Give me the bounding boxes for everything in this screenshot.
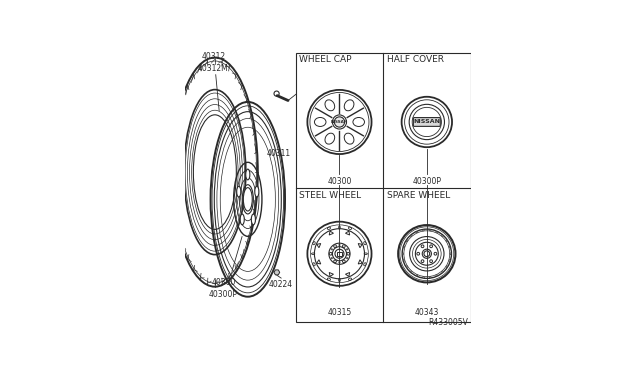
Ellipse shape xyxy=(446,240,447,242)
Ellipse shape xyxy=(429,230,431,231)
Ellipse shape xyxy=(422,277,424,278)
Ellipse shape xyxy=(449,260,451,261)
Ellipse shape xyxy=(410,271,412,272)
Ellipse shape xyxy=(434,252,436,255)
Ellipse shape xyxy=(449,246,451,248)
Ellipse shape xyxy=(406,240,408,242)
Text: HALF COVER: HALF COVER xyxy=(387,55,444,64)
Ellipse shape xyxy=(450,253,451,254)
Ellipse shape xyxy=(424,251,429,257)
Ellipse shape xyxy=(403,260,404,261)
Ellipse shape xyxy=(347,252,349,255)
Text: SPARE WHEEL: SPARE WHEEL xyxy=(387,191,450,200)
Text: 40300: 40300 xyxy=(327,177,351,186)
Ellipse shape xyxy=(410,235,412,237)
FancyBboxPatch shape xyxy=(337,251,342,256)
Text: 40343: 40343 xyxy=(415,308,439,317)
Ellipse shape xyxy=(442,271,443,272)
Ellipse shape xyxy=(335,249,344,258)
Ellipse shape xyxy=(240,214,244,225)
Text: NISSAN: NISSAN xyxy=(331,120,348,124)
Ellipse shape xyxy=(346,249,348,250)
Text: 40312
40312M: 40312 40312M xyxy=(198,52,228,73)
Text: 40224: 40224 xyxy=(268,280,292,289)
Ellipse shape xyxy=(436,275,438,276)
FancyBboxPatch shape xyxy=(413,118,440,126)
Bar xyxy=(296,53,470,323)
Ellipse shape xyxy=(342,260,345,263)
Text: WHEEL CAP: WHEEL CAP xyxy=(300,55,352,64)
Ellipse shape xyxy=(339,244,340,246)
Ellipse shape xyxy=(446,266,447,267)
Ellipse shape xyxy=(417,252,420,255)
Ellipse shape xyxy=(255,186,259,197)
Ellipse shape xyxy=(403,253,404,254)
Text: 40300P: 40300P xyxy=(412,177,442,186)
Ellipse shape xyxy=(339,262,340,263)
Text: 40315: 40315 xyxy=(327,308,351,317)
Ellipse shape xyxy=(421,260,424,263)
Polygon shape xyxy=(274,270,280,275)
Ellipse shape xyxy=(246,169,250,180)
Text: 40300
40300P: 40300 40300P xyxy=(209,278,238,299)
Ellipse shape xyxy=(237,186,241,197)
Ellipse shape xyxy=(334,117,344,127)
Ellipse shape xyxy=(429,245,433,248)
Ellipse shape xyxy=(442,235,443,237)
Ellipse shape xyxy=(243,187,252,211)
Ellipse shape xyxy=(274,91,279,96)
Ellipse shape xyxy=(422,230,424,231)
Ellipse shape xyxy=(429,260,433,263)
Ellipse shape xyxy=(342,245,345,247)
Ellipse shape xyxy=(436,231,438,233)
Ellipse shape xyxy=(252,214,255,225)
Text: NISSAN: NISSAN xyxy=(413,119,440,125)
Ellipse shape xyxy=(421,245,424,248)
Text: STEEL WHEEL: STEEL WHEEL xyxy=(300,191,362,200)
Ellipse shape xyxy=(330,252,332,255)
Text: 40311: 40311 xyxy=(266,149,291,158)
Ellipse shape xyxy=(346,257,348,259)
Ellipse shape xyxy=(406,266,408,267)
Ellipse shape xyxy=(333,245,337,247)
Text: R433005V: R433005V xyxy=(429,318,468,327)
Ellipse shape xyxy=(331,257,332,259)
Ellipse shape xyxy=(429,277,431,278)
Ellipse shape xyxy=(416,231,418,233)
Ellipse shape xyxy=(331,249,332,250)
Ellipse shape xyxy=(416,275,418,276)
Ellipse shape xyxy=(333,260,337,263)
Ellipse shape xyxy=(403,246,404,248)
